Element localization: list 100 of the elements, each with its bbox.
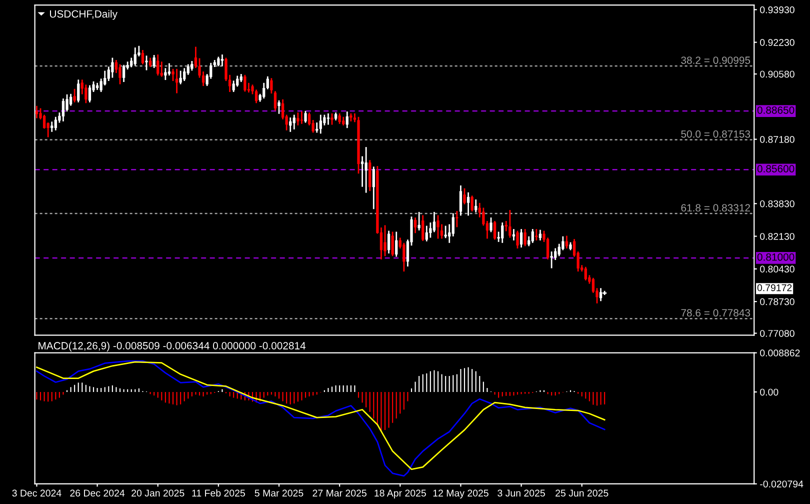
candlestick bbox=[436, 215, 440, 239]
candlestick bbox=[152, 55, 156, 68]
candlestick bbox=[88, 85, 92, 102]
candlestick bbox=[470, 196, 474, 212]
candlestick bbox=[244, 74, 246, 92]
ref-line-label: 61.8 = 0.83312 bbox=[681, 204, 750, 212]
candlestick bbox=[535, 229, 538, 240]
candlestick bbox=[300, 112, 304, 124]
candlestick bbox=[54, 116, 57, 130]
ref-line-label: 78.6 = 0.77843 bbox=[681, 309, 750, 317]
ref-line-label: 0.88650 bbox=[757, 106, 794, 114]
ref-line-label: 50.0 = 0.87153 bbox=[681, 130, 750, 138]
x-tick-label: 26 Dec 2024 bbox=[70, 490, 125, 497]
x-tick-label: 3 Dec 2024 bbox=[12, 490, 62, 497]
candlestick bbox=[422, 215, 424, 241]
candlestick bbox=[508, 210, 512, 238]
candlestick bbox=[118, 64, 122, 84]
x-tick-label: 20 Jan 2025 bbox=[132, 490, 184, 497]
candlestick bbox=[292, 114, 296, 130]
candlestick bbox=[350, 113, 352, 122]
candlestick bbox=[493, 220, 496, 240]
candlestick bbox=[440, 224, 444, 239]
y-tick-label: 0.87180 bbox=[760, 136, 794, 143]
candlestick bbox=[274, 91, 277, 111]
candlestick bbox=[520, 229, 523, 248]
candlestick bbox=[524, 229, 526, 246]
chart-title: MACD(12,26,9) -0.008509 -0.006344 0.000000 -0.002814 bbox=[38, 342, 306, 352]
candlestick bbox=[73, 88, 76, 102]
candlestick bbox=[304, 110, 307, 123]
candlestick bbox=[262, 82, 266, 98]
y-tick-label: 0.00 bbox=[760, 388, 778, 396]
candlestick bbox=[254, 90, 258, 104]
candlestick bbox=[278, 100, 280, 114]
y-tick-label: 0.78730 bbox=[760, 298, 794, 306]
candlestick bbox=[372, 166, 375, 210]
y-tick-label: -0.020794 bbox=[760, 480, 804, 488]
ref-line-label: 0.85600 bbox=[757, 165, 794, 172]
candlestick bbox=[364, 147, 368, 193]
candlestick bbox=[346, 112, 348, 128]
y-tick-label: 0.93930 bbox=[760, 6, 794, 14]
candlestick bbox=[395, 232, 398, 257]
candlestick bbox=[168, 63, 171, 76]
y-tick-label: 0.77080 bbox=[760, 330, 794, 337]
candlestick bbox=[456, 210, 458, 228]
candlestick bbox=[466, 192, 470, 216]
candlestick bbox=[338, 113, 341, 124]
x-tick-label: 12 May 2025 bbox=[433, 490, 488, 498]
candlestick bbox=[592, 278, 595, 293]
candlestick bbox=[546, 238, 550, 260]
candlestick bbox=[77, 80, 80, 102]
candlestick bbox=[183, 68, 186, 82]
candlestick bbox=[550, 252, 553, 268]
candlestick bbox=[531, 229, 534, 243]
x-tick-label: 27 Mar 2025 bbox=[312, 490, 366, 497]
candlestick bbox=[111, 58, 114, 78]
candlestick bbox=[501, 222, 504, 243]
candlestick bbox=[490, 218, 492, 232]
candlestick bbox=[463, 188, 466, 204]
candlestick bbox=[270, 78, 273, 94]
candlestick bbox=[319, 114, 322, 134]
y-tick-label: 0.82130 bbox=[760, 232, 794, 240]
ref-line-label: 0.81000 bbox=[757, 253, 794, 261]
x-tick-label: 5 Mar 2025 bbox=[254, 490, 304, 497]
candlestick bbox=[414, 218, 417, 234]
ref-line-label: 38.2 = 0.90995 bbox=[681, 56, 750, 64]
candlestick bbox=[134, 48, 136, 66]
candlestick bbox=[156, 54, 160, 76]
candlestick bbox=[266, 76, 269, 90]
candlestick bbox=[42, 114, 46, 129]
candlestick bbox=[459, 185, 462, 216]
candlestick bbox=[296, 112, 300, 126]
candlestick bbox=[387, 230, 390, 254]
candlestick bbox=[384, 225, 386, 256]
y-tick-label: 0.92230 bbox=[760, 39, 794, 46]
candlestick bbox=[425, 226, 428, 242]
candlestick bbox=[599, 288, 602, 302]
candlestick bbox=[50, 122, 54, 132]
candlestick bbox=[360, 156, 364, 187]
candlestick bbox=[584, 266, 587, 280]
x-tick-label: 11 Feb 2025 bbox=[192, 489, 245, 497]
chart-title: USDCHF,Daily bbox=[50, 10, 118, 20]
text: 0.79172 bbox=[757, 284, 792, 292]
candlestick bbox=[141, 50, 144, 64]
y-tick-label: 0.80430 bbox=[760, 266, 794, 273]
candlestick bbox=[444, 226, 447, 238]
x-tick-label: 25 Jun 2025 bbox=[556, 490, 608, 497]
candlestick bbox=[145, 56, 148, 70]
y-tick-label: 0.008862 bbox=[760, 350, 800, 356]
x-tick-label: 18 Apr 2025 bbox=[374, 490, 426, 498]
y-tick-label: 0.90580 bbox=[760, 70, 794, 78]
candlestick bbox=[330, 113, 334, 125]
x-tick-label: 3 Jun 2025 bbox=[498, 490, 545, 497]
y-tick-label: 0.83830 bbox=[760, 200, 794, 208]
candlestick bbox=[512, 229, 516, 240]
candlestick bbox=[69, 94, 72, 106]
candlestick bbox=[516, 230, 519, 248]
candlestick bbox=[432, 212, 436, 232]
candlestick bbox=[122, 64, 126, 82]
candlestick bbox=[452, 213, 454, 236]
candlestick bbox=[62, 98, 65, 122]
